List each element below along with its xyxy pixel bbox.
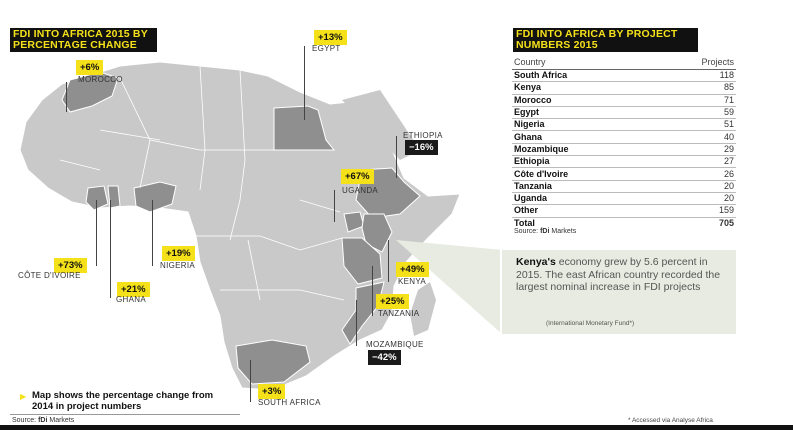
table-cell-country: Nigeria <box>512 118 650 132</box>
table-cell-projects: 20 <box>649 192 736 206</box>
table-row: Kenya 85 <box>512 81 736 95</box>
table-cell-projects: 59 <box>649 106 736 120</box>
uganda-leader <box>334 190 335 222</box>
nigeria-change: +19% <box>162 246 195 261</box>
map-title: FDI INTO AFRICA 2015 BY PERCENTAGE CHANG… <box>10 28 157 52</box>
table-row: Egypt 59 <box>512 106 736 120</box>
table-row: Nigeria 51 <box>512 118 736 132</box>
mozambique-change: −42% <box>368 350 401 365</box>
table-total-label: Total <box>514 217 535 228</box>
table-source: Source: fDi Markets <box>514 228 577 235</box>
ethiopia-leader <box>396 136 397 178</box>
table-row: Ethiopia 27 <box>512 155 736 169</box>
table-row: South Africa 118 <box>512 69 736 83</box>
table-cell-country: Ethiopia <box>512 155 650 169</box>
table-total-row: Total 705 <box>512 217 736 229</box>
table-cell-country: Côte d'Ivoire <box>512 167 650 181</box>
southafrica-label: SOUTH AFRICA <box>258 398 321 407</box>
col-projects-header: Projects <box>649 56 736 70</box>
table-title: FDI INTO AFRICA BY PROJECT NUMBERS 2015 <box>513 28 698 52</box>
bottom-rule <box>10 414 240 415</box>
southafrica-leader <box>250 360 251 402</box>
footnote: * Accessed via Analyse Africa <box>628 417 713 424</box>
cote-shape <box>85 185 109 211</box>
kenya-label: KENYA <box>398 277 427 286</box>
table-cell-projects: 71 <box>649 94 736 107</box>
uganda-label: UGANDA <box>342 186 379 195</box>
table-row: Other 159 <box>512 204 736 218</box>
ethiopia-change: −16% <box>405 140 438 155</box>
table-cell-projects: 159 <box>649 204 736 218</box>
egypt-change: +13% <box>314 30 347 45</box>
note-arrow-icon: ▶ <box>20 392 27 401</box>
table-cell-projects: 40 <box>649 130 736 144</box>
kenya-change: +49% <box>396 262 429 277</box>
table-cell-country: Egypt <box>512 106 650 120</box>
ghana-shape <box>107 185 121 209</box>
table-cell-projects: 27 <box>649 155 736 169</box>
table-header-row: Country Projects <box>512 56 736 70</box>
egypt-label: EGYPT <box>312 44 341 53</box>
tanzania-change: +25% <box>376 294 409 309</box>
table-row: Morocco 71 <box>512 94 736 107</box>
africa-landmass <box>19 61 461 391</box>
table-cell-projects: 20 <box>649 180 736 193</box>
table-cell-projects: 26 <box>649 167 736 181</box>
africa-map <box>19 61 500 391</box>
cote-leader <box>96 200 97 266</box>
ghana-label: GHANA <box>116 295 146 304</box>
table-cell-country: Other <box>512 204 650 218</box>
table-cell-country: South Africa <box>512 69 650 83</box>
uganda-change: +67% <box>341 169 374 184</box>
table-row: Mozambique 29 <box>512 143 736 157</box>
table-row: Tanzania 20 <box>512 180 736 193</box>
mozambique-leader <box>356 300 357 346</box>
morocco-change: +6% <box>76 60 104 75</box>
kenya-shape <box>361 213 393 253</box>
table-cell-country: Mozambique <box>512 143 650 157</box>
table-cell-country: Kenya <box>512 81 650 95</box>
table-total-value: 705 <box>718 217 734 228</box>
ghana-leader <box>110 200 111 298</box>
nigeria-shape <box>133 181 177 213</box>
table-cell-projects: 118 <box>649 69 736 83</box>
col-country-header: Country <box>512 56 650 70</box>
nigeria-leader <box>152 200 153 266</box>
southafrica-shape <box>235 339 311 385</box>
cote-change: +73% <box>54 258 87 273</box>
morocco-leader <box>66 82 67 112</box>
callout-pointer <box>396 240 500 333</box>
table-cell-projects: 85 <box>649 81 736 95</box>
map-source: Source: fDi Markets <box>12 417 75 424</box>
kenya-leader <box>388 240 389 282</box>
kenya-callout-source: (International Monetary Fund*) <box>546 320 635 327</box>
borders <box>59 65 345 301</box>
table-cell-projects: 51 <box>649 118 736 132</box>
ethiopia-label: ETHIOPIA <box>403 131 443 140</box>
kenya-callout-text: Kenya's economy grew by 5.6 percent in 2… <box>516 256 721 293</box>
table-cell-country: Tanzania <box>512 180 650 193</box>
tanzania-leader <box>372 266 373 316</box>
southafrica-change: +3% <box>258 384 286 399</box>
mozambique-label: MOZAMBIQUE <box>366 340 424 349</box>
table-row: Côte d'Ivoire 26 <box>512 167 736 181</box>
kenya-callout-box <box>502 250 736 334</box>
bottom-bar <box>0 425 793 430</box>
arabian-coast <box>342 90 420 160</box>
nigeria-label: NIGERIA <box>160 261 195 270</box>
projects-table: Country Projects South Africa 118 Kenya 85… <box>512 56 736 229</box>
ghana-change: +21% <box>117 282 150 297</box>
cote-label: CÔTE D'IVOIRE <box>18 271 81 280</box>
madagascar <box>410 282 436 336</box>
table-cell-country: Morocco <box>512 94 650 107</box>
morocco-label: MOROCCO <box>78 75 123 84</box>
table-row: Ghana 40 <box>512 130 736 144</box>
table-row: Uganda 20 <box>512 192 736 206</box>
map-note: Map shows the percentage change from 201… <box>32 390 214 412</box>
table-cell-country: Uganda <box>512 192 650 206</box>
table-cell-country: Ghana <box>512 130 650 144</box>
egypt-leader <box>304 46 305 120</box>
tanzania-label: TANZANIA <box>378 309 420 318</box>
table-cell-projects: 29 <box>649 143 736 157</box>
